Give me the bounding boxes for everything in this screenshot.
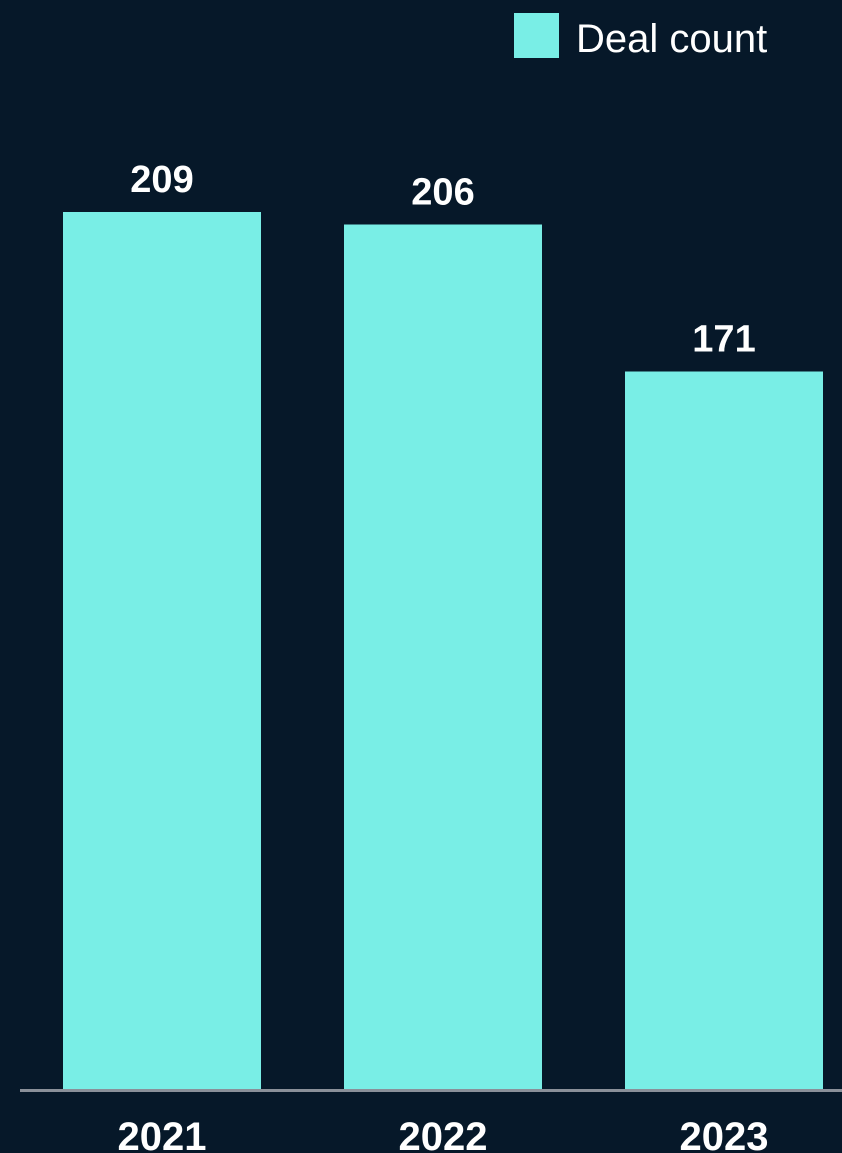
x-tick-label-2023: 2023: [680, 1115, 769, 1153]
bar-2022: [344, 224, 542, 1091]
bar-2021: [63, 212, 261, 1090]
value-labels: 209 206 171: [130, 159, 755, 361]
legend-label: Deal count: [576, 17, 767, 61]
legend-swatch: [514, 13, 559, 58]
value-label-2021: 209: [130, 159, 193, 201]
x-tick-labels: 2021 2022 2023: [118, 1115, 769, 1153]
bars: [63, 212, 823, 1091]
x-tick-label-2022: 2022: [399, 1115, 488, 1153]
value-label-2022: 206: [411, 172, 474, 214]
x-tick-label-2021: 2021: [118, 1115, 207, 1153]
value-label-2023: 171: [692, 319, 755, 361]
bar-2023: [625, 371, 823, 1091]
legend: Deal count: [514, 13, 767, 61]
